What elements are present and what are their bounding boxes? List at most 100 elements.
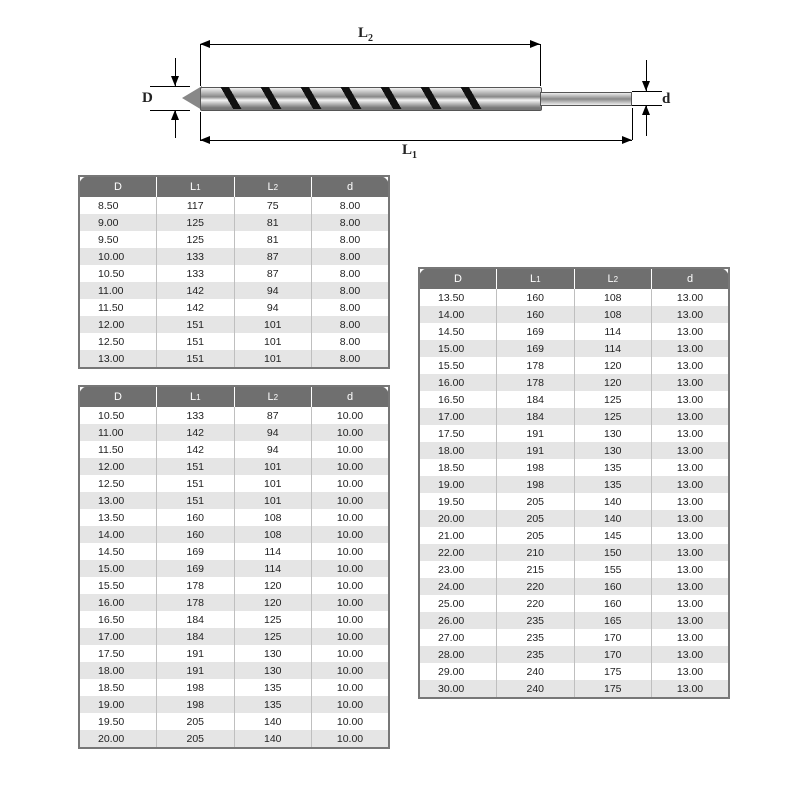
table-row: 13.0015110110.00	[79, 492, 389, 509]
table-row: 15.5017812010.00	[79, 577, 389, 594]
cell: 151	[157, 492, 235, 509]
table-row: 11.501429410.00	[79, 441, 389, 458]
cell: 8.00	[312, 197, 390, 214]
table-row: 20.0020514010.00	[79, 730, 389, 748]
cell: 125	[574, 391, 652, 408]
cell: 133	[157, 265, 235, 282]
cell: 13.00	[79, 492, 157, 509]
cell: 20.00	[79, 730, 157, 748]
col-L1: L1	[157, 386, 235, 407]
cell: 8.50	[79, 197, 157, 214]
cell: 120	[234, 577, 312, 594]
cell: 13.00	[652, 374, 730, 391]
cell: 151	[157, 333, 235, 350]
cell: 125	[574, 408, 652, 425]
table-row: 13.001511018.00	[79, 350, 389, 368]
cell: 120	[574, 357, 652, 374]
cell: 10.00	[312, 628, 390, 645]
table-row: 14.0016010810.00	[79, 526, 389, 543]
cell: 28.00	[419, 646, 497, 663]
cell: 94	[234, 424, 312, 441]
table-row: 25.0022016013.00	[419, 595, 729, 612]
cell: 169	[497, 323, 575, 340]
cell: 160	[157, 526, 235, 543]
cell: 17.00	[419, 408, 497, 425]
cell: 10.50	[79, 265, 157, 282]
cell: 14.00	[79, 526, 157, 543]
cell: 10.50	[79, 407, 157, 424]
table-row: 13.5016010810.00	[79, 509, 389, 526]
cell: 10.00	[312, 696, 390, 713]
cell: 142	[157, 299, 235, 316]
cell: 142	[157, 441, 235, 458]
cell: 87	[234, 407, 312, 424]
cell: 19.50	[79, 713, 157, 730]
table-row: 20.0020514013.00	[419, 510, 729, 527]
cell: 108	[574, 306, 652, 323]
col-L2: L2	[234, 386, 312, 407]
spec-table-2: DL1L2d10.501338710.0011.001429410.0011.5…	[78, 385, 390, 749]
spec-table-1: DL1L2d8.50117758.009.00125818.009.501258…	[78, 175, 390, 369]
table-row: 16.5018412510.00	[79, 611, 389, 628]
cell: 9.50	[79, 231, 157, 248]
cell: 8.00	[312, 214, 390, 231]
cell: 170	[574, 646, 652, 663]
cell: 8.00	[312, 248, 390, 265]
cell: 25.00	[419, 595, 497, 612]
cell: 21.00	[419, 527, 497, 544]
cell: 151	[157, 458, 235, 475]
cell: 12.50	[79, 475, 157, 492]
cell: 13.00	[652, 391, 730, 408]
cell: 235	[497, 612, 575, 629]
cell: 10.00	[312, 526, 390, 543]
cell: 117	[157, 197, 235, 214]
cell: 11.50	[79, 441, 157, 458]
cell: 140	[574, 493, 652, 510]
cell: 75	[234, 197, 312, 214]
cell: 125	[157, 214, 235, 231]
cell: 205	[157, 713, 235, 730]
cell: 26.00	[419, 612, 497, 629]
table-row: 18.0019113013.00	[419, 442, 729, 459]
cell: 10.00	[312, 611, 390, 628]
table-row: 15.5017812013.00	[419, 357, 729, 374]
cell: 13.50	[79, 509, 157, 526]
cell: 16.00	[79, 594, 157, 611]
cell: 15.50	[79, 577, 157, 594]
cell: 19.00	[79, 696, 157, 713]
table-row: 28.0023517013.00	[419, 646, 729, 663]
cell: 10.00	[312, 645, 390, 662]
cell: 175	[574, 663, 652, 680]
table-row: 10.50133878.00	[79, 265, 389, 282]
label-l2: L2	[358, 25, 373, 44]
table-row: 9.00125818.00	[79, 214, 389, 231]
col-D: D	[419, 268, 497, 289]
cell: 94	[234, 299, 312, 316]
cell: 101	[234, 475, 312, 492]
cell: 169	[497, 340, 575, 357]
cell: 13.00	[652, 544, 730, 561]
table-row: 10.00133878.00	[79, 248, 389, 265]
cell: 13.00	[652, 289, 730, 306]
table-row: 29.0024017513.00	[419, 663, 729, 680]
table-row: 16.0017812013.00	[419, 374, 729, 391]
cell: 205	[497, 510, 575, 527]
cell: 13.00	[79, 350, 157, 368]
cell: 27.00	[419, 629, 497, 646]
cell: 94	[234, 441, 312, 458]
cell: 125	[234, 628, 312, 645]
label-d: d	[662, 91, 670, 108]
table-row: 17.0018412510.00	[79, 628, 389, 645]
cell: 101	[234, 350, 312, 368]
cell: 18.00	[419, 442, 497, 459]
cell: 94	[234, 282, 312, 299]
table-row: 17.0018412513.00	[419, 408, 729, 425]
cell: 114	[234, 543, 312, 560]
cell: 178	[157, 577, 235, 594]
cell: 11.00	[79, 424, 157, 441]
cell: 130	[234, 662, 312, 679]
table-row: 17.5019113013.00	[419, 425, 729, 442]
cell: 178	[497, 357, 575, 374]
table-row: 18.5019813513.00	[419, 459, 729, 476]
cell: 8.00	[312, 265, 390, 282]
